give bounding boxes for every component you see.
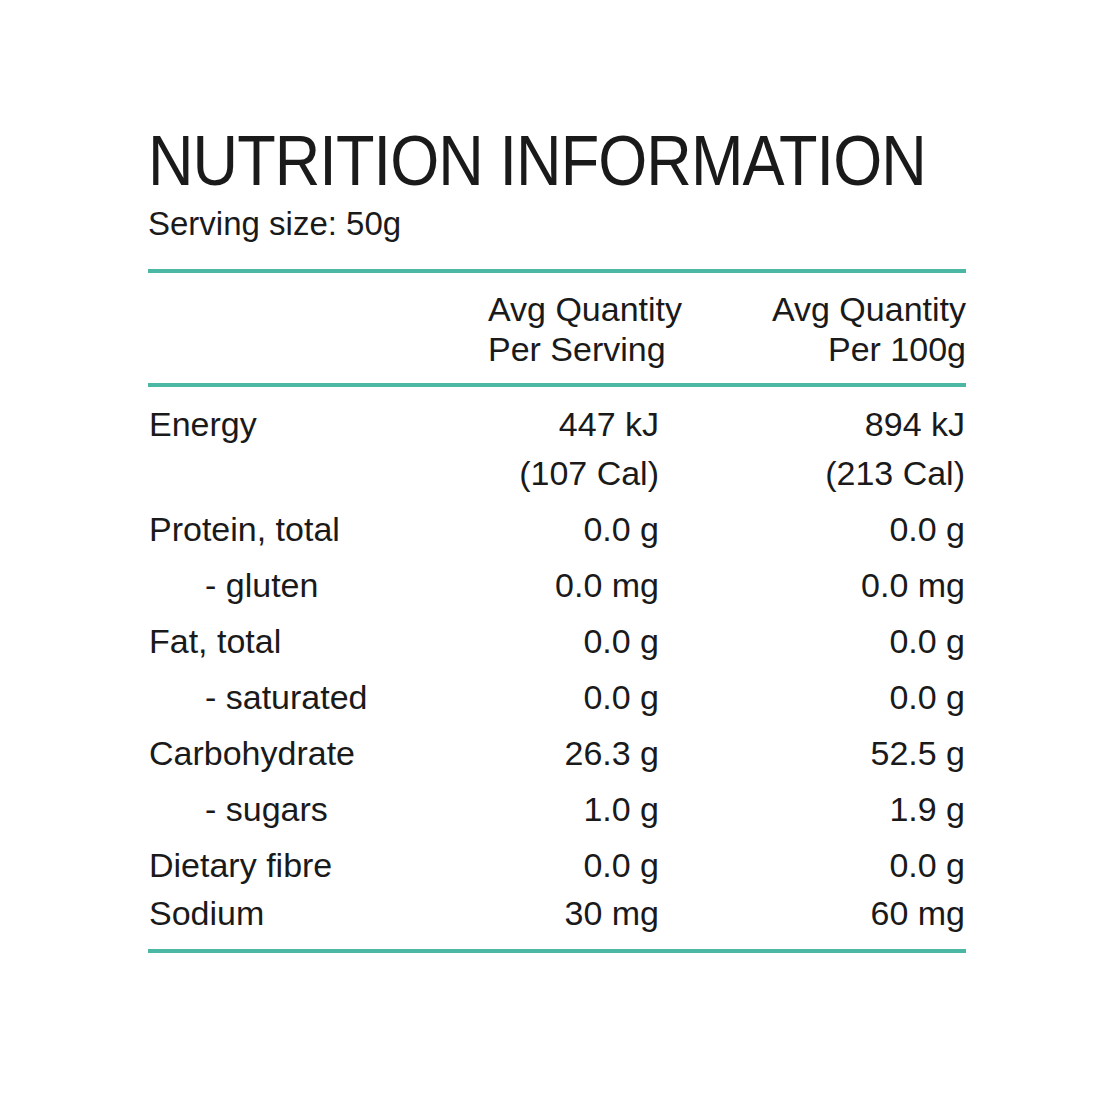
table-row-energy-cal: (107 Cal) (213 Cal) [148, 445, 966, 501]
header-per-serving: Avg Quantity Per Serving [488, 271, 660, 385]
value-per-serving: 0.0 g [488, 501, 660, 557]
value-per-100g: 60 mg [660, 893, 966, 951]
value-per-100g: 0.0 mg [660, 557, 966, 613]
value-per-serving: (107 Cal) [488, 445, 660, 501]
value-per-serving: 447 kJ [488, 385, 660, 445]
header-spacer [148, 271, 488, 385]
row-label: Fat, total [148, 613, 488, 669]
nutrition-label: NUTRITION INFORMATION Serving size: 50g … [148, 130, 966, 953]
value-per-100g: 0.0 g [660, 669, 966, 725]
row-label [148, 445, 488, 501]
value-per-100g: (213 Cal) [660, 445, 966, 501]
row-label: - sugars [148, 781, 488, 837]
row-label: - gluten [148, 557, 488, 613]
table-row-saturated: - saturated 0.0 g 0.0 g [148, 669, 966, 725]
table-row-protein: Protein, total 0.0 g 0.0 g [148, 501, 966, 557]
table-header: Avg Quantity Per Serving Avg Quantity Pe… [148, 271, 966, 385]
row-label: Protein, total [148, 501, 488, 557]
row-label: Dietary fibre [148, 837, 488, 893]
nutrition-table: Avg Quantity Per Serving Avg Quantity Pe… [148, 269, 966, 953]
table-row-sugars: - sugars 1.0 g 1.9 g [148, 781, 966, 837]
serving-size: Serving size: 50g [148, 205, 966, 243]
header-per-100g: Avg Quantity Per 100g [660, 271, 966, 385]
value-per-100g: 1.9 g [660, 781, 966, 837]
row-label: Carbohydrate [148, 725, 488, 781]
value-per-serving: 26.3 g [488, 725, 660, 781]
value-per-100g: 0.0 g [660, 501, 966, 557]
value-per-100g: 894 kJ [660, 385, 966, 445]
header-per-serving-line1: Avg Quantity [488, 289, 660, 329]
row-label: Sodium [148, 893, 488, 951]
header-row: Avg Quantity Per Serving Avg Quantity Pe… [148, 271, 966, 385]
value-per-serving: 0.0 g [488, 669, 660, 725]
table-row-energy: Energy 447 kJ 894 kJ [148, 385, 966, 445]
header-per-100g-line2: Per 100g [660, 329, 966, 369]
table-row-dietary-fibre: Dietary fibre 0.0 g 0.0 g [148, 837, 966, 893]
table-row-gluten: - gluten 0.0 mg 0.0 mg [148, 557, 966, 613]
row-label: Energy [148, 385, 488, 445]
value-per-serving: 0.0 mg [488, 557, 660, 613]
table-body: Energy 447 kJ 894 kJ (107 Cal) (213 Cal)… [148, 385, 966, 951]
value-per-serving: 30 mg [488, 893, 660, 951]
value-per-100g: 0.0 g [660, 613, 966, 669]
page-title: NUTRITION INFORMATION [148, 130, 884, 193]
table-row-sodium: Sodium 30 mg 60 mg [148, 893, 966, 951]
value-per-serving: 1.0 g [488, 781, 660, 837]
header-per-serving-line2: Per Serving [488, 329, 660, 369]
row-label: - saturated [148, 669, 488, 725]
value-per-serving: 0.0 g [488, 613, 660, 669]
table-row-carbohydrate: Carbohydrate 26.3 g 52.5 g [148, 725, 966, 781]
value-per-serving: 0.0 g [488, 837, 660, 893]
value-per-100g: 52.5 g [660, 725, 966, 781]
header-per-100g-line1: Avg Quantity [660, 289, 966, 329]
table-row-fat: Fat, total 0.0 g 0.0 g [148, 613, 966, 669]
value-per-100g: 0.0 g [660, 837, 966, 893]
